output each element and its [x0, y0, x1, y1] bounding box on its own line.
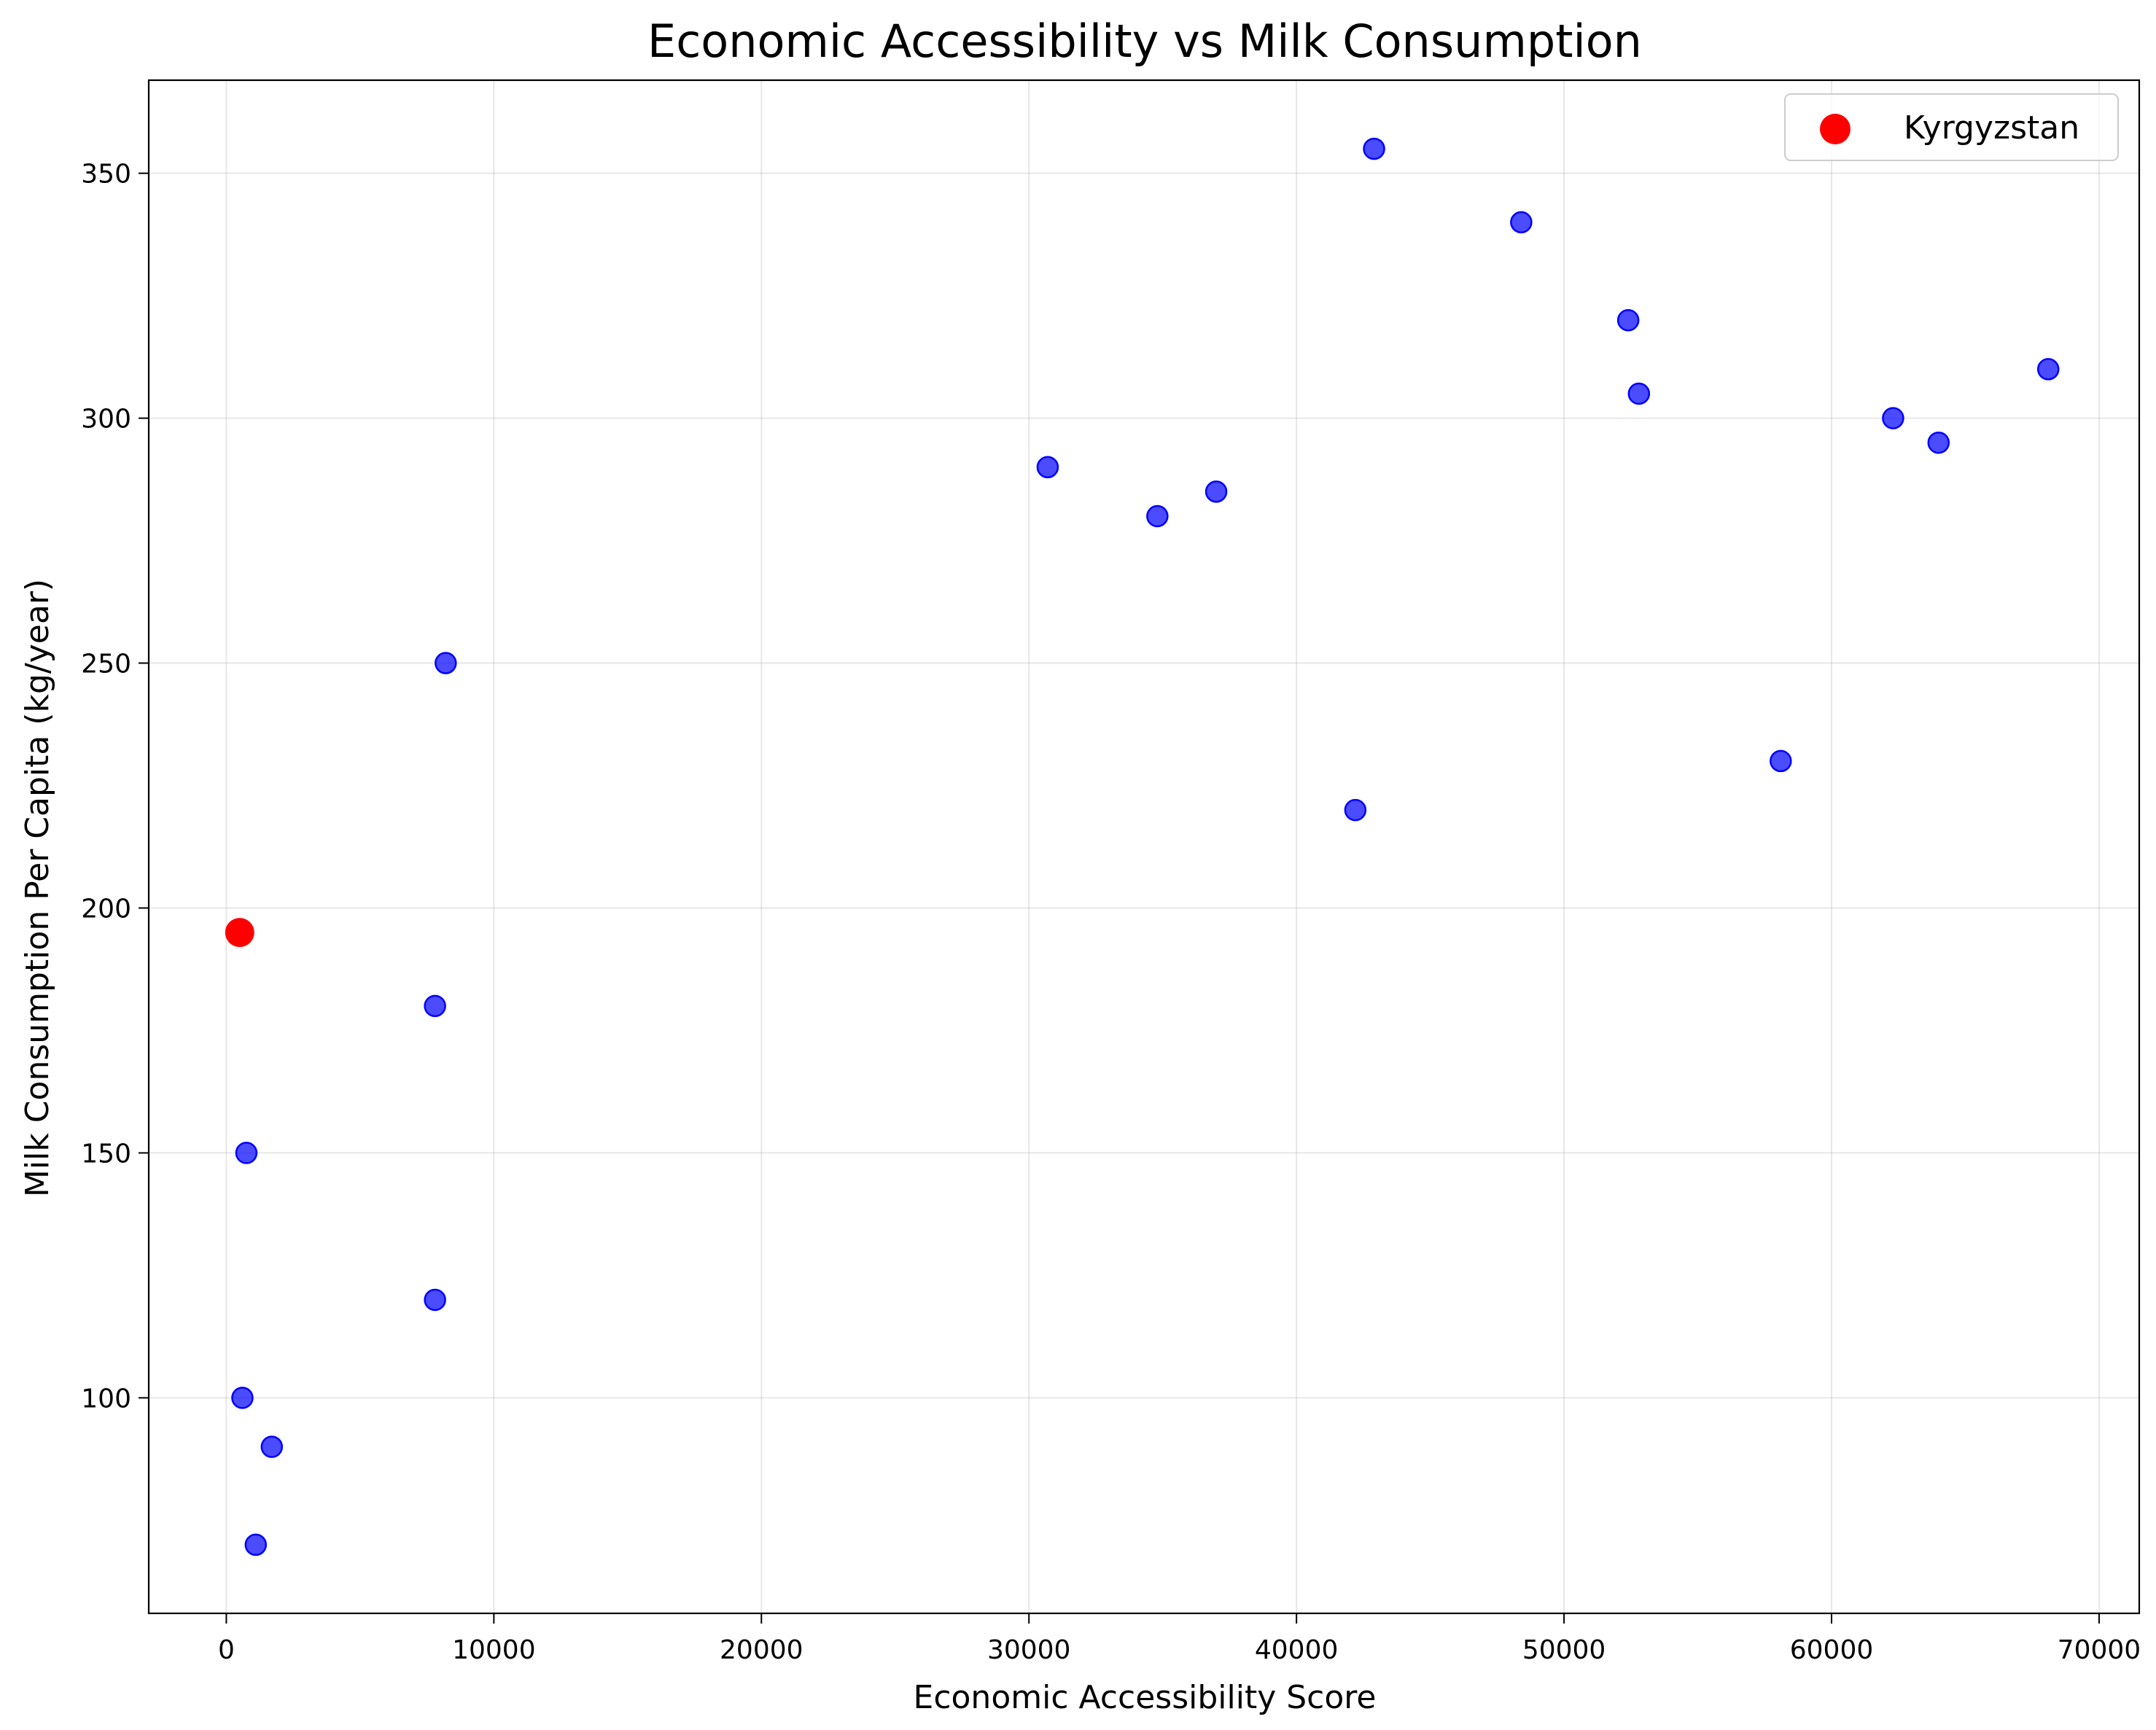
- y-tick-label: 150: [81, 1139, 131, 1169]
- y-tick-label: 250: [81, 650, 131, 679]
- data-point: [424, 1288, 446, 1312]
- x-tick-label: 10000: [452, 1635, 536, 1665]
- x-tick-label: 30000: [987, 1635, 1071, 1665]
- grid-layer: [149, 80, 2139, 1613]
- data-point: [1146, 504, 1169, 528]
- data-point: [260, 1435, 284, 1458]
- x-tick-label: 40000: [1255, 1635, 1339, 1665]
- data-point: [2036, 358, 2060, 381]
- y-tick-label: 350: [81, 160, 131, 190]
- data-point: [424, 994, 446, 1018]
- chart-title: Economic Accessibility vs Milk Consumpti…: [647, 15, 1642, 68]
- x-axis-label: Economic Accessibility Score: [914, 1679, 1377, 1716]
- data-point: [1363, 137, 1385, 160]
- plot-frame: [147, 79, 2141, 1615]
- x-tick-label: 50000: [1522, 1635, 1606, 1665]
- highlight-point-kyrgyzstan: [225, 918, 254, 948]
- y-tick-label: 100: [81, 1384, 131, 1414]
- data-point: [1770, 749, 1792, 773]
- legend: Kyrgyzstan: [1784, 93, 2119, 161]
- data-point: [231, 1387, 254, 1409]
- data-point: [435, 652, 457, 674]
- data-point: [1036, 456, 1059, 479]
- data-point: [235, 1142, 258, 1164]
- x-tick-label: 70000: [2058, 1635, 2141, 1665]
- data-point: [1510, 211, 1533, 234]
- x-tick-label: 0: [218, 1635, 235, 1665]
- data-point: [1882, 407, 1904, 429]
- data-point: [1205, 480, 1228, 503]
- points-layer: [225, 137, 2060, 1556]
- data-point: [1627, 382, 1651, 405]
- legend-label: Kyrgyzstan: [1904, 109, 2079, 147]
- legend-marker: [1820, 114, 1850, 144]
- y-tick-label: 200: [81, 894, 131, 924]
- x-tick-label: 60000: [1790, 1635, 1874, 1665]
- data-point: [1616, 308, 1640, 332]
- legend-box: [1784, 93, 2119, 161]
- y-tick-label: 300: [81, 405, 131, 435]
- x-tick-label: 20000: [720, 1635, 803, 1665]
- data-point: [1344, 798, 1367, 822]
- ticks-layer: 0 10000 20000 30000 40000 50000 60000 70000 100 1…: [81, 160, 2141, 1665]
- data-point: [244, 1533, 268, 1556]
- data-point: [1927, 431, 1950, 454]
- y-axis-label: Milk Consumption Per Capita (kg/year): [19, 579, 56, 1197]
